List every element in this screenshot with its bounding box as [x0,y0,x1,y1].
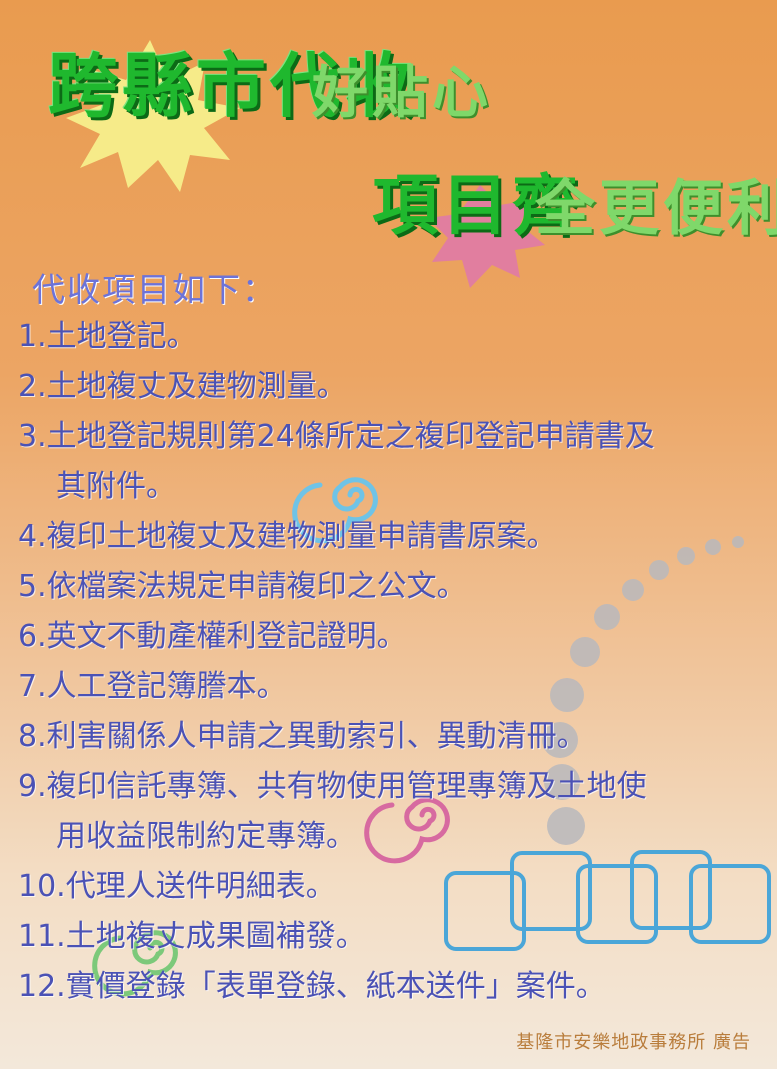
list-item: 2.土地複丈及建物測量。 [18,362,763,412]
blue-squares [444,850,771,951]
green-swirl-icon [92,930,178,997]
item-text: 6.英文不動產權利登記證明。 [18,619,407,654]
title-line1-main: 跨縣市代收 [48,45,418,127]
item-text: 10.代理人送件明細表。 [18,869,336,904]
item-text: 2.土地複丈及建物測量。 [18,369,347,404]
item-text: 7.人工登記簿謄本。 [18,669,287,704]
list-item: 10.代理人送件明細表。 [18,862,763,912]
item-text: 3.土地登記規則第24條所定之複印登記申請書及 [18,419,655,454]
list-item: 4.複印土地複丈及建物測量申請書原案。 [18,512,763,562]
footer-credit: 基隆市安樂地政事務所 廣告 [516,1032,751,1053]
yellow-starburst [66,40,240,192]
list-item: 12.實價登錄「表單登錄、紙本送件」案件。 [18,962,763,1012]
item-text: 12.實價登錄「表單登錄、紙本送件」案件。 [18,969,606,1004]
list-item: 5.依檔案法規定申請複印之公文。 [18,562,763,612]
list-item: 8.利害關係人申請之異動索引、異動清冊。 [18,712,763,762]
list-item: 7.人工登記簿謄本。 [18,662,763,712]
list-item: 11.土地複丈成果圖補發。 [18,912,763,962]
list-item: 9.複印信託專簿、共有物使用管理專簿及土地使用收益限制約定專簿。 [18,762,763,862]
item-text: 9.複印信託專簿、共有物使用管理專簿及土地使 [18,769,647,804]
pink-swirl-icon [364,797,450,864]
grey-dot-arc [542,536,744,845]
item-text: 1.土地登記。 [18,319,197,354]
service-item-list: 1.土地登記。 2.土地複丈及建物測量。 3.土地登記規則第24條所定之複印登記… [18,312,763,1012]
list-item: 1.土地登記。 [18,312,763,362]
item-text: 5.依檔案法規定申請複印之公文。 [18,569,467,604]
item-continuation: 其附件。 [56,469,176,504]
list-item: 6.英文不動產權利登記證明。 [18,612,763,662]
pink-starburst [428,185,545,288]
item-text: 11.土地複丈成果圖補發。 [18,919,366,954]
title-line1-accent: 好貼心 [312,61,492,126]
item-text: 4.複印土地複丈及建物測量申請書原案。 [18,519,557,554]
list-heading: 代收項目如下： [32,270,277,309]
title-line2-main: 項目齊 [372,167,582,244]
title-line2-accent: 全更便利 [535,174,777,244]
item-continuation: 用收益限制約定專簿。 [56,819,356,854]
blue-swirl-icon [292,477,378,544]
item-text: 8.利害關係人申請之異動索引、異動清冊。 [18,719,587,754]
list-item: 3.土地登記規則第24條所定之複印登記申請書及其附件。 [18,412,763,512]
